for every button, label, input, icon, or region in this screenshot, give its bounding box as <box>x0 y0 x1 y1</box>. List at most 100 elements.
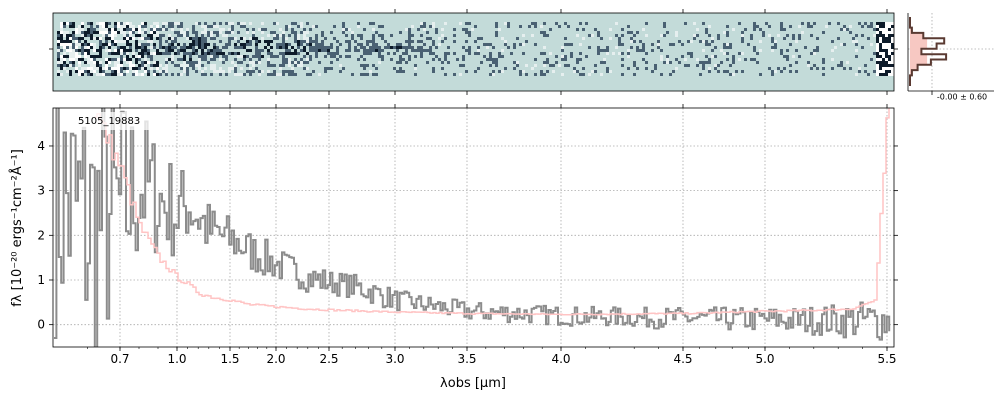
spectrum-2d-pixel <box>438 58 441 61</box>
spectrum-2d-pixel <box>348 49 351 52</box>
spectrum-2d-pixel <box>138 43 141 46</box>
spectrum-2d-pixel <box>192 25 195 28</box>
spectrum-2d-pixel <box>231 31 234 34</box>
spectrum-2d-pixel <box>627 67 630 70</box>
spectrum-2d-pixel <box>744 58 747 61</box>
spectrum-2d-pixel <box>771 40 774 43</box>
spectrum-2d-pixel <box>774 43 777 46</box>
spectrum-2d-pixel <box>117 25 120 28</box>
spectrum-2d-pixel <box>882 67 885 70</box>
spectrum-2d-pixel <box>141 22 144 25</box>
spectrum-2d-pixel <box>660 49 663 52</box>
spectrum-2d-pixel <box>294 49 297 52</box>
spectrum-2d-pixel <box>81 43 84 46</box>
spectrum-2d-pixel <box>231 28 234 31</box>
spectrum-2d-pixel <box>375 46 378 49</box>
spectrum-2d-pixel <box>324 67 327 70</box>
spectrum-2d-pixel <box>393 52 396 55</box>
spectrum-2d-pixel <box>405 46 408 49</box>
spectrum-2d-pixel <box>81 31 84 34</box>
spectrum-2d-pixel <box>426 49 429 52</box>
spectrum-2d-pixel <box>387 46 390 49</box>
spectrum-2d-pixel <box>282 58 285 61</box>
spectrum-2d-pixel <box>57 43 60 46</box>
spectrum-2d-pixel <box>507 46 510 49</box>
spectrum-2d-pixel <box>192 61 195 64</box>
spectrum-2d-pixel <box>465 22 468 25</box>
spectrum-2d-pixel <box>891 52 894 55</box>
spectrum-2d-pixel <box>756 52 759 55</box>
spectrum-2d-pixel <box>141 64 144 67</box>
spectrum-2d-pixel <box>123 37 126 40</box>
spectrum-2d-pixel <box>141 52 144 55</box>
spectrum-2d-pixel <box>57 73 60 76</box>
spectrum-2d-pixel <box>375 73 378 76</box>
spectrum-2d-pixel <box>522 34 525 37</box>
spectrum-2d-pixel <box>153 22 156 25</box>
spectrum-2d-pixel <box>216 70 219 73</box>
spectrum-2d-pixel <box>732 55 735 58</box>
spectrum-2d-pixel <box>867 25 870 28</box>
spectrum-2d-pixel <box>69 70 72 73</box>
spectrum-2d-pixel <box>168 25 171 28</box>
spectrum-2d-pixel <box>327 46 330 49</box>
spectrum-2d-pixel <box>888 55 891 58</box>
spectrum-2d-pixel <box>849 31 852 34</box>
spectrum-2d-pixel <box>93 67 96 70</box>
spectrum-2d-pixel <box>882 49 885 52</box>
spectrum-2d-pixel <box>786 34 789 37</box>
spectrum-2d-pixel <box>93 49 96 52</box>
spectrum-2d-pixel <box>453 28 456 31</box>
spectrum-2d-pixel <box>63 31 66 34</box>
spectrum-2d-pixel <box>78 28 81 31</box>
spectrum-2d-pixel <box>264 40 267 43</box>
spectrum-2d-pixel <box>180 46 183 49</box>
spectrum-2d-pixel <box>669 73 672 76</box>
spectrum-2d-pixel <box>777 67 780 70</box>
spectrum-2d-pixel <box>201 49 204 52</box>
spectrum-2d-pixel <box>468 31 471 34</box>
spectrum-2d-pixel <box>255 40 258 43</box>
spectrum-2d-pixel <box>159 70 162 73</box>
spectrum-2d-pixel <box>72 49 75 52</box>
spectrum-2d-pixel <box>408 55 411 58</box>
spectrum-2d-pixel <box>846 61 849 64</box>
spectrum-2d-pixel <box>300 22 303 25</box>
spectrum-2d-pixel <box>309 58 312 61</box>
spectrum-2d-pixel <box>366 73 369 76</box>
spectrum-2d-pixel <box>291 52 294 55</box>
spectrum-2d-pixel <box>558 25 561 28</box>
spectrum-2d-pixel <box>213 22 216 25</box>
spectrum-2d-pixel <box>642 49 645 52</box>
spectrum-2d-pixel <box>729 64 732 67</box>
spectrum-2d-pixel <box>267 43 270 46</box>
spectrum-2d-pixel <box>75 37 78 40</box>
spectrum-2d-pixel <box>762 34 765 37</box>
spectrum-2d-pixel <box>207 25 210 28</box>
spectrum-2d-pixel <box>411 25 414 28</box>
spectrum-2d-pixel <box>408 40 411 43</box>
spectrum-2d-pixel <box>132 52 135 55</box>
spectrum-2d-pixel <box>171 22 174 25</box>
spectrum-2d-pixel <box>171 37 174 40</box>
spectrum-2d-pixel <box>75 46 78 49</box>
spectrum-2d-pixel <box>318 46 321 49</box>
spectrum-2d-pixel <box>159 37 162 40</box>
spectrum-2d-pixel <box>372 73 375 76</box>
spectrum-2d-pixel <box>69 34 72 37</box>
spectrum-2d-pixel <box>840 61 843 64</box>
spectrum-2d-pixel <box>708 25 711 28</box>
spectrum-2d-pixel <box>675 67 678 70</box>
spectrum-2d-pixel <box>123 67 126 70</box>
spectrum-2d-pixel <box>63 52 66 55</box>
spectrum-2d-pixel <box>753 22 756 25</box>
spectrum-2d-pixel <box>138 58 141 61</box>
spectrum-2d-pixel <box>297 46 300 49</box>
spectrum-2d-pixel <box>108 73 111 76</box>
spectrum-2d-pixel <box>270 40 273 43</box>
spectrum-2d-pixel <box>642 28 645 31</box>
spectrum-2d-pixel <box>165 49 168 52</box>
spectrum-2d-pixel <box>261 28 264 31</box>
spectrum-2d-pixel <box>579 58 582 61</box>
spectrum-2d-pixel <box>162 52 165 55</box>
